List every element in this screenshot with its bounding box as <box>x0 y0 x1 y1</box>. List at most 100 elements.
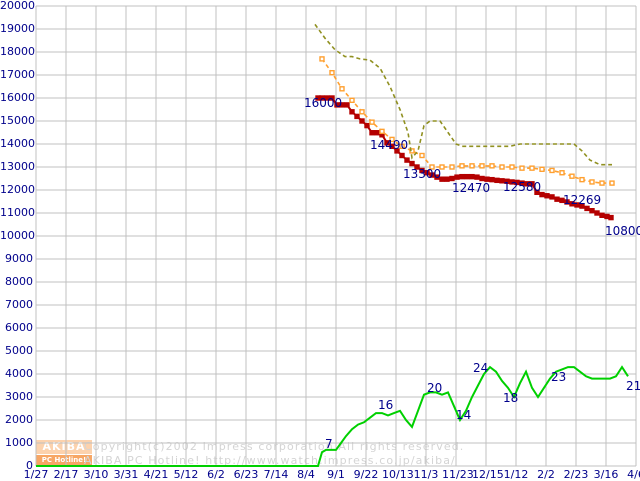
x-tick-label: 9/1 <box>327 468 345 481</box>
series-marker-average-price <box>579 176 585 183</box>
series-marker-lowest-price <box>504 178 510 184</box>
series-marker-lowest-price <box>339 102 345 108</box>
point-label-lowest-price: 12580 <box>503 180 542 194</box>
series-marker-average-price <box>369 119 375 125</box>
series-marker-average-price <box>349 97 355 104</box>
series-marker-average-price <box>499 164 505 170</box>
series-marker-lowest-price <box>349 109 355 115</box>
series-marker-lowest-price <box>329 95 335 101</box>
series-layer <box>36 23 629 467</box>
y-tick-label: 9000 <box>5 252 33 265</box>
series-marker-average-price <box>589 179 595 185</box>
series-marker-average-price <box>439 164 445 170</box>
series-marker-average-price <box>509 164 515 170</box>
series-marker-lowest-price <box>394 148 400 154</box>
x-tick-label: 2/2 <box>537 468 555 481</box>
series-marker-lowest-price <box>589 207 595 214</box>
series-marker-lowest-price <box>574 202 580 208</box>
point-label-lowest-price: 13300 <box>403 167 442 181</box>
point-label-lowest-price: 12470 <box>452 181 491 195</box>
series-marker-lowest-price <box>319 95 325 101</box>
series-line-highest-price <box>314 23 612 166</box>
y-tick-label: 12000 <box>0 183 35 196</box>
series-marker-lowest-price <box>359 118 365 124</box>
series-marker-lowest-price <box>469 173 475 180</box>
series-marker-average-price <box>389 136 395 143</box>
x-tick-label: 3/10 <box>83 468 109 481</box>
series-marker-lowest-price <box>369 130 375 136</box>
series-marker-lowest-price <box>399 152 405 159</box>
series-marker-lowest-price <box>544 193 550 199</box>
point-label-shop-count: 24 <box>473 361 489 375</box>
point-label-shop-count: 14 <box>456 408 472 422</box>
series-marker-lowest-price <box>519 180 525 186</box>
y-tick-label: 0 <box>26 459 33 472</box>
series-marker-lowest-price <box>509 179 515 185</box>
series-marker-average-price <box>559 170 565 176</box>
series-marker-lowest-price <box>514 179 520 186</box>
x-tick-label: 12/15 <box>472 468 504 481</box>
x-tick-label: 2/23 <box>563 468 589 481</box>
series-marker-lowest-price <box>559 197 565 204</box>
y-tick-label: 4000 <box>5 367 33 380</box>
series-line-shop-count <box>36 365 629 467</box>
series-marker-lowest-price <box>424 170 430 176</box>
series-marker-lowest-price <box>529 181 535 187</box>
series-marker-lowest-price <box>419 167 425 174</box>
series-marker-lowest-price <box>444 176 450 182</box>
series-marker-lowest-price <box>569 201 575 207</box>
y-tick-label: 10000 <box>0 229 35 242</box>
series-marker-lowest-price <box>404 157 410 163</box>
y-tick-label: 1000 <box>5 436 33 449</box>
point-label-lowest-price: 14490 <box>370 138 409 152</box>
series-marker-lowest-price <box>439 176 445 182</box>
series-marker-lowest-price <box>429 172 435 178</box>
y-tick-label: 14000 <box>0 137 35 150</box>
x-tick-label: 8/4 <box>297 468 315 481</box>
series-marker-lowest-price <box>608 214 614 221</box>
point-label-lowest-price: 12269 <box>563 193 602 207</box>
y-tick-label: 16000 <box>0 91 35 104</box>
y-tick-label: 17000 <box>0 68 35 81</box>
gridlines <box>35 5 637 467</box>
x-tick-label: 11/3 <box>413 468 439 481</box>
series-marker-average-price <box>529 165 535 171</box>
x-tick-label: 1/27 <box>23 468 49 481</box>
point-label-lowest-price: 16000 <box>304 96 343 110</box>
series-marker-lowest-price <box>409 160 415 167</box>
series-marker-lowest-price <box>539 191 545 198</box>
series-marker-lowest-price <box>364 122 370 129</box>
watermark-url: AKIBA PC Hotline! http://www.watch.impre… <box>84 454 456 467</box>
y-tick-label: 15000 <box>0 114 35 127</box>
series-marker-lowest-price <box>484 176 490 182</box>
series-marker-average-price <box>599 180 605 186</box>
series-marker-average-price <box>519 165 525 171</box>
point-label-shop-count: 21 <box>626 379 640 393</box>
series-marker-average-price <box>479 163 485 169</box>
series-marker-lowest-price <box>449 175 455 182</box>
series-marker-average-price <box>469 163 475 169</box>
series-marker-average-price <box>489 163 495 169</box>
series-marker-average-price <box>399 143 405 150</box>
series-marker-lowest-price <box>324 95 330 101</box>
point-label-shop-count: 16 <box>378 398 394 412</box>
series-marker-average-price <box>539 166 545 173</box>
series-marker-lowest-price <box>374 130 380 136</box>
series-marker-lowest-price <box>334 102 340 108</box>
series-marker-lowest-price <box>599 212 605 219</box>
series-marker-average-price <box>359 109 365 115</box>
series-marker-average-price <box>569 173 575 179</box>
series-marker-lowest-price <box>344 102 350 108</box>
series-marker-lowest-price <box>479 175 485 182</box>
series-marker-lowest-price <box>389 143 395 150</box>
series-marker-average-price <box>429 164 435 170</box>
series-marker-average-price <box>419 152 425 159</box>
x-tick-label: 6/23 <box>233 468 259 481</box>
point-label-shop-count: 20 <box>427 381 443 395</box>
point-label-shop-count: 7 <box>325 437 333 451</box>
point-label-shop-count: 23 <box>551 370 567 384</box>
x-tick-label: 4/6 <box>627 468 640 481</box>
y-tick-label: 18000 <box>0 45 35 58</box>
series-marker-lowest-price <box>594 210 600 216</box>
x-tick-label: 11/23 <box>442 468 474 481</box>
